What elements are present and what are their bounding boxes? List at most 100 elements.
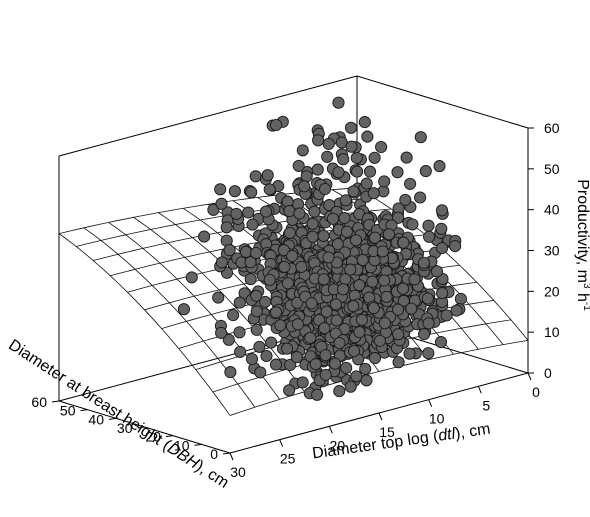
x-tick-label: 30 bbox=[230, 464, 246, 480]
data-point bbox=[333, 336, 346, 350]
data-point bbox=[284, 358, 297, 371]
data-point bbox=[291, 318, 304, 331]
data-point bbox=[309, 358, 322, 371]
data-point bbox=[406, 218, 419, 231]
data-point bbox=[270, 306, 283, 319]
data-point bbox=[329, 298, 343, 311]
z-tick-label: 20 bbox=[544, 283, 560, 299]
data-point bbox=[404, 177, 417, 190]
data-point bbox=[348, 344, 361, 358]
data-point bbox=[242, 206, 255, 219]
data-point bbox=[319, 349, 332, 362]
data-point bbox=[350, 370, 363, 383]
data-point bbox=[250, 289, 263, 302]
data-point bbox=[435, 222, 448, 235]
data-point bbox=[304, 331, 317, 344]
data-point bbox=[368, 352, 382, 365]
data-point bbox=[233, 296, 246, 309]
data-point bbox=[368, 151, 381, 164]
z-axis-label: Productivity, m3 h-1 bbox=[574, 179, 590, 311]
y-tick bbox=[165, 435, 174, 438]
data-point bbox=[400, 151, 413, 164]
z-tick-label: 50 bbox=[544, 161, 560, 177]
data-point bbox=[356, 253, 369, 267]
data-point bbox=[277, 244, 290, 257]
z-tick-label: 10 bbox=[544, 324, 560, 340]
data-point bbox=[233, 326, 246, 339]
data-point bbox=[214, 183, 227, 196]
y-tick bbox=[137, 426, 145, 429]
data-point bbox=[286, 249, 299, 263]
data-point bbox=[295, 260, 308, 273]
data-point bbox=[368, 231, 382, 244]
data-point bbox=[239, 245, 253, 258]
data-point bbox=[223, 244, 236, 257]
y-tick-label: 60 bbox=[31, 394, 47, 410]
data-point bbox=[417, 256, 430, 269]
data-point bbox=[344, 121, 358, 134]
box-edge bbox=[58, 75, 358, 157]
data-point bbox=[253, 340, 266, 353]
data-point bbox=[414, 131, 427, 144]
z-tick-label: 40 bbox=[544, 202, 560, 218]
data-point bbox=[359, 362, 372, 375]
y-tick-label: 0 bbox=[210, 446, 218, 462]
data-point bbox=[392, 211, 405, 224]
data-point bbox=[392, 303, 405, 316]
data-point bbox=[349, 234, 363, 247]
data-point bbox=[392, 328, 405, 341]
data-point bbox=[422, 347, 435, 360]
data-point bbox=[423, 230, 436, 243]
data-point bbox=[281, 342, 294, 355]
data-point bbox=[234, 345, 247, 358]
y-tick bbox=[51, 400, 60, 403]
data-point bbox=[215, 326, 228, 339]
data-point bbox=[215, 197, 228, 210]
y-tick-label: 40 bbox=[88, 411, 104, 427]
data-point bbox=[332, 96, 345, 109]
data-point bbox=[344, 380, 357, 393]
x-tick-label: 20 bbox=[330, 437, 346, 453]
data-point bbox=[436, 287, 449, 300]
data-point bbox=[317, 229, 330, 242]
data-point bbox=[329, 357, 342, 370]
data-point bbox=[361, 130, 374, 143]
data-point bbox=[281, 277, 294, 290]
data-point bbox=[263, 183, 276, 196]
data-point bbox=[430, 265, 444, 278]
data-point bbox=[263, 273, 276, 286]
data-point bbox=[408, 273, 421, 286]
data-point bbox=[177, 303, 190, 316]
data-point bbox=[246, 218, 259, 231]
data-point bbox=[375, 140, 388, 154]
z-tick-label: 60 bbox=[544, 120, 560, 136]
data-point bbox=[318, 322, 331, 335]
data-point bbox=[355, 313, 369, 326]
data-point bbox=[306, 217, 319, 230]
data-points bbox=[177, 96, 467, 401]
x-axis: 30 25 20 15 10 5 0 bbox=[229, 372, 540, 480]
data-point bbox=[338, 211, 351, 225]
data-point bbox=[259, 205, 273, 218]
data-point bbox=[378, 175, 391, 188]
y-tick-label: 50 bbox=[60, 403, 76, 419]
y-tick-label: 20 bbox=[145, 429, 161, 445]
data-point bbox=[330, 314, 343, 327]
data-point bbox=[434, 336, 448, 349]
data-point bbox=[422, 317, 435, 330]
data-point bbox=[290, 351, 303, 364]
data-point bbox=[265, 336, 278, 349]
data-point bbox=[185, 271, 198, 284]
data-point bbox=[207, 203, 220, 216]
y-tick-label: 10 bbox=[174, 437, 190, 453]
data-point bbox=[435, 204, 449, 217]
y-axis: 0 10 20 30 40 50 60 bbox=[31, 394, 231, 462]
z-tick-label: 30 bbox=[544, 243, 560, 259]
y-tick bbox=[222, 452, 231, 455]
y-tick bbox=[80, 409, 88, 412]
data-point bbox=[419, 165, 432, 178]
data-point bbox=[278, 260, 291, 273]
data-point bbox=[224, 366, 237, 379]
x-tick-label: 15 bbox=[379, 424, 395, 440]
